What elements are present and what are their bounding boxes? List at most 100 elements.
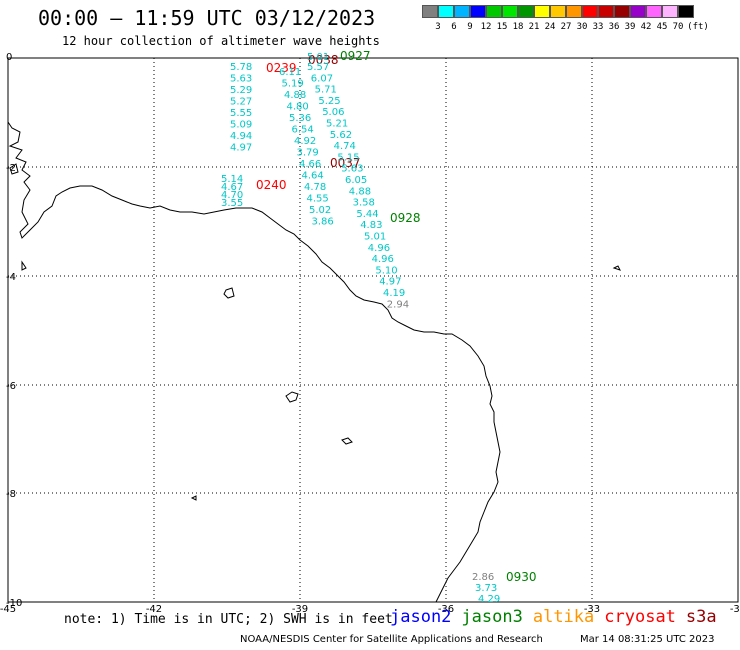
legend-value: 27 xyxy=(560,22,572,32)
credit-text: NOAA/NESDIS Center for Satellite Applica… xyxy=(240,634,543,645)
track-time-label: 0240 xyxy=(256,178,287,192)
wave-height-value: 4.55 xyxy=(307,194,329,205)
x-axis-label: -33 xyxy=(584,604,600,615)
wave-height-value: 3.58 xyxy=(353,198,375,209)
wave-height-value: 2.86 xyxy=(472,572,494,583)
wave-height-value: 4.92 xyxy=(294,136,316,147)
wave-height-value: 5.09 xyxy=(230,120,252,131)
page-subtitle: 12 hour collection of altimeter wave hei… xyxy=(62,34,380,48)
wave-height-value: 5.57 xyxy=(307,62,329,73)
wave-height-value: 5.02 xyxy=(309,205,331,216)
wave-height-value: 4.88 xyxy=(284,90,306,101)
legend-swatch xyxy=(662,5,678,18)
wave-height-value: 4.66 xyxy=(299,159,321,170)
legend-swatch xyxy=(598,5,614,18)
legend-value: 9 xyxy=(467,22,473,32)
legend-swatch xyxy=(454,5,470,18)
map-frame xyxy=(7,57,739,603)
legend-swatch xyxy=(630,5,646,18)
wave-height-value: 3.86 xyxy=(312,217,334,228)
legend-value: 21 xyxy=(528,22,540,32)
wave-height-value: 4.29 xyxy=(478,594,500,605)
legend-value: 70 xyxy=(672,22,684,32)
wave-height-value: 5.19 xyxy=(282,79,304,90)
wave-height-value: 4.88 xyxy=(349,186,371,197)
x-axis-label: -36 xyxy=(438,604,454,615)
wave-height-value: 5.78 xyxy=(230,62,252,73)
track-time-label: 0038 xyxy=(308,53,339,67)
wave-height-value: 5.36 xyxy=(289,113,311,124)
wave-height-value: 4.97 xyxy=(230,143,252,154)
legend-value: 6 xyxy=(451,22,457,32)
track-time-label: 0927 xyxy=(340,49,371,63)
wave-height-value: 4.80 xyxy=(287,102,309,113)
y-axis-label: -8 xyxy=(6,489,16,500)
timestamp-text: Mar 14 08:31:25 UTC 2023 xyxy=(580,634,715,645)
legend-swatch xyxy=(646,5,662,18)
legend-value: 39 xyxy=(624,22,636,32)
legend-swatch xyxy=(438,5,454,18)
track-time-label: 0037 xyxy=(330,156,361,170)
wave-height-value: 5.21 xyxy=(326,119,348,130)
legend-labels: 3 6 9 12 15 18 21 24 27 30 33 36 39 42 45 70 (ft) xyxy=(422,22,740,34)
legend-unit: (ft) xyxy=(687,22,709,32)
wave-height-value: 5.63 xyxy=(341,164,363,175)
satellite-legend: jason2 jason3 altika cryosat s3a xyxy=(390,607,727,627)
satellite-legend-item: altika xyxy=(532,607,595,627)
wave-height-value: 5.62 xyxy=(330,130,352,141)
legend-swatch xyxy=(422,5,438,18)
wave-height-value: 3.79 xyxy=(297,148,319,159)
wave-height-value: 5.71 xyxy=(315,85,337,96)
wave-height-value: 5.63 xyxy=(230,74,252,85)
wave-height-value: 5.55 xyxy=(230,108,252,119)
legend-swatch xyxy=(566,5,582,18)
wave-height-value: 5.29 xyxy=(230,85,252,96)
wave-height-value: 4.78 xyxy=(304,182,326,193)
x-axis-label: -39 xyxy=(292,604,308,615)
wave-height-value: 4.70 xyxy=(221,190,243,201)
wave-height-value: 5.14 xyxy=(221,174,243,185)
wave-height-value: 3.73 xyxy=(475,583,497,594)
legend-value: 18 xyxy=(512,22,524,32)
x-axis-label: -30 xyxy=(730,604,740,615)
legend-swatch xyxy=(486,5,502,18)
legend-swatch xyxy=(582,5,598,18)
coastline xyxy=(7,121,621,603)
wave-height-value: 4.19 xyxy=(383,288,405,299)
x-axis-label: -42 xyxy=(146,604,162,615)
satellite-legend-item: jason3 xyxy=(461,607,523,627)
legend-swatch xyxy=(550,5,566,18)
wave-height-value: 5.15 xyxy=(337,152,359,163)
footer-note: note: 1) Time is in UTC; 2) SWH is in fe… xyxy=(64,612,393,627)
legend-swatch xyxy=(518,5,534,18)
satellite-legend-item: cryosat xyxy=(604,607,676,627)
legend-value: 33 xyxy=(592,22,604,32)
track-time-label: 0930 xyxy=(506,570,537,584)
wave-height-value: 6.07 xyxy=(311,73,333,84)
y-axis-label: 0 xyxy=(6,52,12,63)
wave-height-value: 4.67 xyxy=(221,182,243,193)
legend-swatch xyxy=(502,5,518,18)
legend-swatch xyxy=(534,5,550,18)
legend-swatches xyxy=(422,5,694,18)
legend-swatch xyxy=(614,5,630,18)
legend-value: 12 xyxy=(480,22,492,32)
wave-height-value: 4.94 xyxy=(230,131,252,142)
wave-height-value: 5.01 xyxy=(364,232,386,243)
wave-height-value: 6.11 xyxy=(279,67,301,78)
legend-value: 3 xyxy=(435,22,441,32)
page-title: 00:00 – 11:59 UTC 03/12/2023 xyxy=(38,6,376,30)
wave-height-value: 5.25 xyxy=(318,96,340,107)
wave-height-value: 2.94 xyxy=(387,299,409,310)
wave-height-value: 5.10 xyxy=(375,265,397,276)
wave-height-value: 4.64 xyxy=(302,171,324,182)
legend-swatch xyxy=(678,5,694,18)
x-axis-label: -45 xyxy=(0,604,16,615)
wave-height-value: 5.01 xyxy=(307,52,329,63)
track-time-label: 0239 xyxy=(266,61,297,75)
y-axis-label: -6 xyxy=(6,381,16,392)
legend-value: 36 xyxy=(608,22,620,32)
legend-swatch xyxy=(470,5,486,18)
satellite-legend-item: s3a xyxy=(685,607,717,627)
